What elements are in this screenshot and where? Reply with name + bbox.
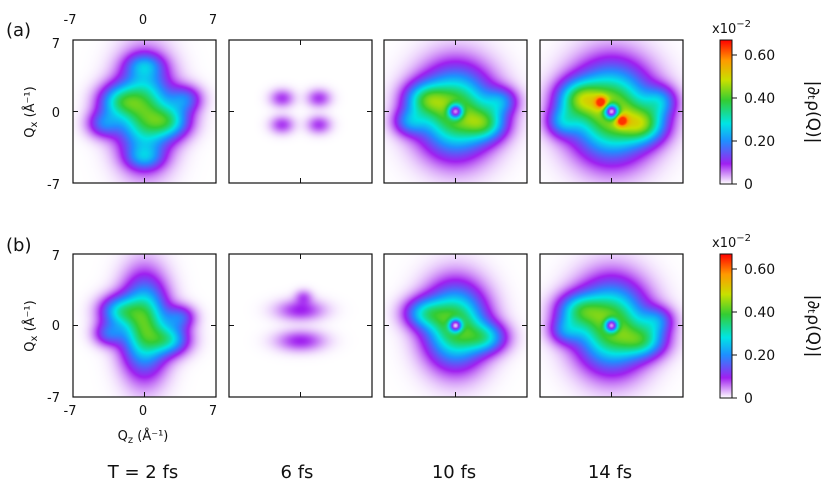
- ytick-b-bottom: -7: [47, 391, 60, 406]
- xlabel: Qz (Å⁻¹): [118, 428, 169, 446]
- colorbar-a-tick-040: 0.40: [744, 91, 775, 107]
- heatmap-image: [73, 40, 216, 183]
- ytick-b-mid: 0: [52, 319, 60, 334]
- colorbar-b-label: |∂ₜρ(Q)|: [803, 295, 823, 358]
- colorbar-b-tick-060: 0.60: [744, 262, 775, 278]
- top-tick-right: 7: [209, 13, 217, 28]
- ylabel-a: Qx (Å⁻¹): [22, 86, 40, 137]
- xtick-center: 0: [139, 404, 147, 419]
- colorbar-a-gradient: [719, 39, 733, 185]
- colorbar-a-tick-020: 0.20: [744, 134, 775, 150]
- time-label-14fs: 14 fs: [588, 462, 632, 483]
- panel-label-a: (a): [6, 20, 31, 41]
- heatmap-image: [73, 254, 216, 397]
- heatmap-image: [540, 254, 683, 397]
- ytick-a-mid: 0: [52, 106, 60, 121]
- panel-label-b: (b): [6, 235, 31, 256]
- top-tick-center: 0: [139, 13, 147, 28]
- heatmap-image: [384, 254, 527, 397]
- heatmap-image: [384, 40, 527, 183]
- heatmap-image: [229, 40, 372, 183]
- colorbar-b-tick-040: 0.40: [744, 305, 775, 321]
- heatmap-image: [540, 40, 683, 183]
- time-label-2fs: T = 2 fs: [107, 462, 178, 483]
- top-tick-left: -7: [64, 13, 77, 28]
- ytick-a-bottom: -7: [47, 178, 60, 193]
- time-label-6fs: 6 fs: [281, 462, 314, 483]
- colorbar-a-tick-060: 0.60: [744, 48, 775, 64]
- colorbar-b-exponent: x10−2: [712, 233, 751, 251]
- xtick-right: 7: [209, 404, 217, 419]
- heatmap-panel-b-14fs: [539, 253, 684, 398]
- heatmap-panel-a-14fs: [539, 39, 684, 184]
- colorbar-b-gradient: [719, 253, 733, 399]
- colorbar-b-tick-0: 0: [744, 391, 753, 407]
- time-label-10fs: 10 fs: [432, 462, 476, 483]
- heatmap-panel-b-2fs: [72, 253, 217, 398]
- ylabel-b: Qx (Å⁻¹): [22, 300, 40, 351]
- heatmap-panel-b-6fs: [228, 253, 373, 398]
- ytick-a-top: 7: [52, 37, 60, 52]
- colorbar-a: x10−2 0 0.20 0.40 0.60 |∂ₜρ(Q)|: [712, 19, 823, 193]
- heatmap-panel-b-10fs: [383, 253, 528, 398]
- heatmap-panels: [72, 39, 684, 398]
- colorbar-a-label: |∂ₜρ(Q)|: [803, 81, 823, 144]
- heatmap-panel-a-2fs: [72, 39, 217, 184]
- ytick-b-top: 7: [52, 249, 60, 264]
- heatmap-panel-a-10fs: [383, 39, 528, 184]
- colorbar-a-exponent: x10−2: [712, 19, 751, 37]
- heatmap-image: [229, 254, 372, 397]
- xtick-left: -7: [64, 404, 77, 419]
- colorbar-b: x10−2 0 0.20 0.40 0.60 |∂ₜρ(Q)|: [712, 233, 823, 407]
- heatmap-panel-a-6fs: [228, 39, 373, 184]
- colorbar-b-tick-020: 0.20: [744, 348, 775, 364]
- colorbar-a-tick-0: 0: [744, 177, 753, 193]
